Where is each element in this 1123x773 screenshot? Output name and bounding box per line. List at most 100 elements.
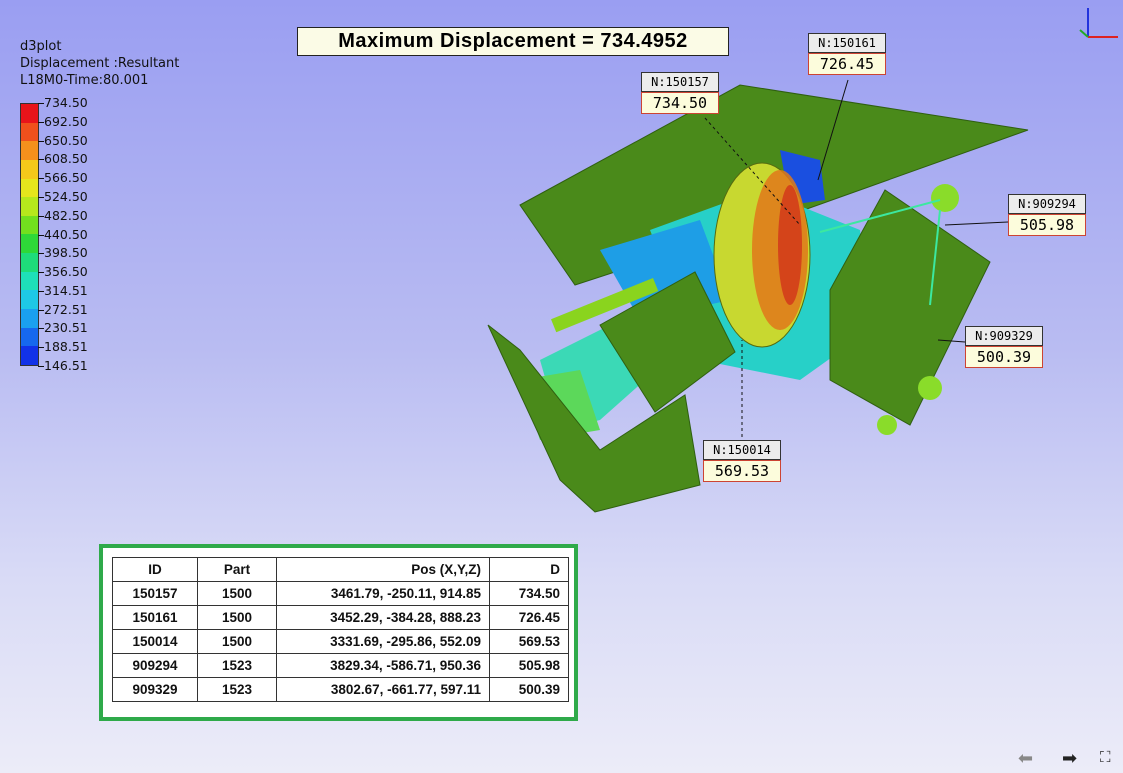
cell-displacement: 500.39	[489, 677, 569, 702]
previous-arrow-icon[interactable]: ⬅	[1018, 748, 1034, 769]
legend-label: 482.50	[44, 207, 88, 223]
legend-label: 692.50	[44, 113, 88, 129]
callout-node-id: N:150157	[641, 72, 719, 92]
callout-node-150161: N:150161 726.45	[808, 33, 886, 75]
callout-node-id: N:150014	[703, 440, 781, 460]
callout-node-id: N:909329	[965, 326, 1043, 346]
callout-node-value: 726.45	[808, 53, 886, 75]
panel-right	[829, 189, 991, 426]
legend-color-segment	[21, 197, 38, 216]
cell-id: 150014	[112, 629, 198, 654]
cell-id: 909294	[112, 653, 198, 678]
node-results-table: ID Part Pos (X,Y,Z) D 150157 1500 3461.7…	[112, 557, 569, 702]
cell-part: 1500	[197, 581, 277, 606]
legend-label: 146.51	[44, 358, 88, 373]
legend-tick	[38, 347, 44, 349]
max-displacement-label: Maximum Displacement = 734.4952	[297, 27, 729, 56]
column-header-part: Part	[197, 557, 277, 582]
legend-color-segment	[21, 234, 38, 253]
legend-label: 314.51	[44, 282, 88, 298]
legend-tick	[38, 121, 44, 123]
legend-color-segment	[21, 141, 38, 160]
legend-label: 272.51	[44, 301, 88, 317]
legend-tick	[38, 234, 44, 236]
cell-displacement: 734.50	[489, 581, 569, 606]
legend-color-segment	[21, 271, 38, 291]
callout-node-value: 505.98	[1008, 214, 1086, 236]
result-type: Displacement :Resultant	[20, 56, 180, 71]
callout-node-id: N:909294	[1008, 194, 1086, 214]
fringe-legend: 734.50 692.50 650.50 608.50 566.50 524.50 482.…	[20, 96, 110, 373]
table-header-row: ID Part Pos (X,Y,Z) D	[112, 557, 569, 582]
legend-label: 566.50	[44, 170, 88, 186]
legend-label: 524.50	[44, 188, 88, 204]
cell-position: 3802.67, -661.77, 597.11	[276, 677, 490, 702]
cell-position: 3829.34, -586.71, 950.36	[276, 653, 490, 678]
cell-position: 3331.69, -295.86, 552.09	[276, 629, 490, 654]
cell-id: 909329	[112, 677, 198, 702]
legend-tick	[38, 159, 44, 161]
steering-column	[551, 278, 659, 333]
legend-label: 230.51	[44, 320, 88, 336]
legend-color-segment	[21, 346, 38, 365]
panel-front-left	[599, 271, 736, 413]
legend-tick	[38, 140, 44, 142]
legend-label: 188.51	[44, 339, 88, 355]
cell-part: 1500	[197, 629, 277, 654]
legend-tick	[38, 366, 44, 367]
callout-node-value: 569.53	[703, 460, 781, 482]
cell-part: 1523	[197, 677, 277, 702]
legend-color-segment	[21, 122, 38, 142]
node-results-table-panel: ID Part Pos (X,Y,Z) D 150157 1500 3461.7…	[99, 544, 578, 721]
cell-id: 150157	[112, 581, 198, 606]
legend-tick	[38, 103, 44, 104]
column-header-position: Pos (X,Y,Z)	[276, 557, 490, 582]
cell-displacement: 726.45	[489, 605, 569, 630]
legend-color-segment	[21, 327, 38, 347]
table-row: 150014 1500 3331.69, -295.86, 552.09 569…	[112, 629, 569, 654]
column-header-displacement: D	[489, 557, 569, 582]
file-name: d3plot	[20, 39, 62, 54]
cell-position: 3452.29, -384.28, 888.23	[276, 605, 490, 630]
legend-tick	[38, 178, 44, 180]
callout-node-909329: N:909329 500.39	[965, 326, 1043, 368]
legend-color-segment	[21, 308, 38, 328]
fullscreen-icon[interactable]: ⛶	[1100, 748, 1111, 766]
color-scale-bar	[20, 103, 39, 366]
cell-displacement: 505.98	[489, 653, 569, 678]
axis-triad-icon	[1079, 8, 1118, 38]
cell-id: 150161	[112, 605, 198, 630]
legend-color-segment	[21, 178, 38, 198]
legend-tick	[38, 328, 44, 330]
callout-node-150157: N:150157 734.50	[641, 72, 719, 114]
legend-label: 734.50	[44, 95, 88, 110]
legend-color-segment	[21, 253, 38, 272]
panel-floor	[487, 324, 701, 513]
legend-color-segment	[21, 215, 38, 235]
legend-tick	[38, 215, 44, 217]
callout-node-150014: N:150014 569.53	[703, 440, 781, 482]
legend-tick	[38, 309, 44, 311]
legend-color-segment	[21, 104, 38, 123]
callout-node-value: 500.39	[965, 346, 1043, 368]
legend-tick	[38, 196, 44, 198]
legend-label: 398.50	[44, 245, 88, 261]
table-row: 909329 1523 3802.67, -661.77, 597.11 500…	[112, 677, 569, 702]
cell-position: 3461.79, -250.11, 914.85	[276, 581, 490, 606]
cell-part: 1500	[197, 605, 277, 630]
table-row: 150161 1500 3452.29, -384.28, 888.23 726…	[112, 605, 569, 630]
legend-label: 650.50	[44, 132, 88, 148]
legend-color-segment	[21, 159, 38, 179]
cell-part: 1523	[197, 653, 277, 678]
callout-node-value: 734.50	[641, 92, 719, 114]
legend-color-segment	[21, 290, 38, 309]
cell-displacement: 569.53	[489, 629, 569, 654]
callout-node-909294: N:909294 505.98	[1008, 194, 1086, 236]
state-time: L18M0-Time:80.001	[20, 73, 149, 88]
next-arrow-icon[interactable]: ➡	[1062, 748, 1078, 769]
legend-tick	[38, 272, 44, 274]
callout-node-id: N:150161	[808, 33, 886, 53]
table-row: 909294 1523 3829.34, -586.71, 950.36 505…	[112, 653, 569, 678]
legend-label: 356.50	[44, 264, 88, 280]
